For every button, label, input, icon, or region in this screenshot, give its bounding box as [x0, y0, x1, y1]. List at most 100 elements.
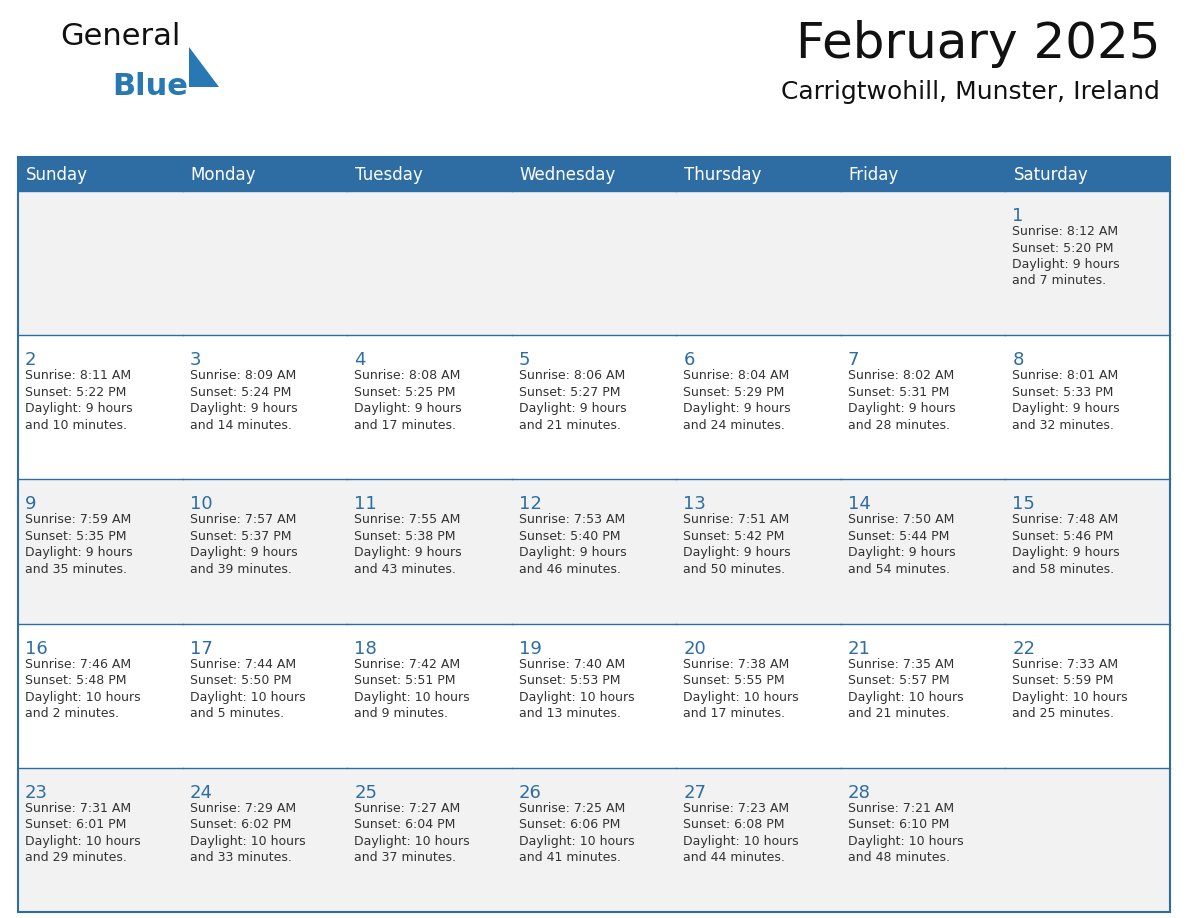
Text: 24: 24	[190, 784, 213, 801]
Text: General: General	[61, 22, 181, 51]
Text: Sunset: 5:27 PM: Sunset: 5:27 PM	[519, 386, 620, 398]
Bar	[183, 479, 347, 623]
Bar	[1005, 767, 1170, 912]
Text: Sunset: 5:40 PM: Sunset: 5:40 PM	[519, 530, 620, 543]
Text: Daylight: 9 hours: Daylight: 9 hours	[683, 402, 791, 415]
Text: Sunrise: 7:35 AM: Sunrise: 7:35 AM	[848, 657, 954, 671]
Text: 12: 12	[519, 496, 542, 513]
Bar	[676, 335, 841, 479]
Text: Sunrise: 7:40 AM: Sunrise: 7:40 AM	[519, 657, 625, 671]
Text: and 50 minutes.: and 50 minutes.	[683, 563, 785, 576]
Text: 6: 6	[683, 352, 695, 369]
Text: 4: 4	[354, 352, 366, 369]
Text: 21: 21	[848, 640, 871, 657]
Text: Sunrise: 7:50 AM: Sunrise: 7:50 AM	[848, 513, 954, 526]
Text: Blue: Blue	[112, 72, 188, 101]
Text: 9: 9	[25, 496, 37, 513]
Text: 18: 18	[354, 640, 377, 657]
Text: 16: 16	[25, 640, 48, 657]
Text: Daylight: 9 hours: Daylight: 9 hours	[519, 546, 626, 559]
Text: Sunset: 5:55 PM: Sunset: 5:55 PM	[683, 674, 785, 687]
Text: Daylight: 10 hours: Daylight: 10 hours	[519, 690, 634, 703]
Text: Sunrise: 7:59 AM: Sunrise: 7:59 AM	[25, 513, 131, 526]
Text: Daylight: 9 hours: Daylight: 9 hours	[1012, 258, 1120, 271]
Text: February 2025: February 2025	[796, 20, 1159, 68]
Bar	[676, 157, 841, 191]
Text: Sunrise: 7:44 AM: Sunrise: 7:44 AM	[190, 657, 296, 671]
Text: Sunset: 6:08 PM: Sunset: 6:08 PM	[683, 818, 785, 832]
Bar	[512, 767, 676, 912]
Bar	[347, 191, 512, 335]
Polygon shape	[189, 47, 219, 87]
Text: and 9 minutes.: and 9 minutes.	[354, 707, 448, 720]
Text: Carrigtwohill, Munster, Ireland: Carrigtwohill, Munster, Ireland	[782, 80, 1159, 104]
Bar	[18, 623, 183, 767]
Text: Daylight: 10 hours: Daylight: 10 hours	[683, 834, 798, 848]
Text: Sunset: 5:53 PM: Sunset: 5:53 PM	[519, 674, 620, 687]
Text: 26: 26	[519, 784, 542, 801]
Text: and 17 minutes.: and 17 minutes.	[683, 707, 785, 720]
Text: 15: 15	[1012, 496, 1035, 513]
Text: Sunset: 5:35 PM: Sunset: 5:35 PM	[25, 530, 126, 543]
Text: Sunrise: 8:04 AM: Sunrise: 8:04 AM	[683, 369, 790, 382]
Text: Sunset: 5:24 PM: Sunset: 5:24 PM	[190, 386, 291, 398]
Text: Daylight: 10 hours: Daylight: 10 hours	[25, 690, 140, 703]
Text: and 41 minutes.: and 41 minutes.	[519, 851, 620, 865]
Text: Sunrise: 7:38 AM: Sunrise: 7:38 AM	[683, 657, 790, 671]
Text: 27: 27	[683, 784, 707, 801]
Text: Daylight: 9 hours: Daylight: 9 hours	[354, 546, 462, 559]
Bar	[676, 191, 841, 335]
Text: Sunrise: 7:27 AM: Sunrise: 7:27 AM	[354, 801, 461, 815]
Text: Sunset: 5:44 PM: Sunset: 5:44 PM	[848, 530, 949, 543]
Bar	[18, 767, 183, 912]
Text: Tuesday: Tuesday	[355, 166, 423, 184]
Text: Daylight: 9 hours: Daylight: 9 hours	[354, 402, 462, 415]
Text: 22: 22	[1012, 640, 1036, 657]
Bar	[841, 191, 1005, 335]
Text: and 14 minutes.: and 14 minutes.	[190, 419, 291, 431]
Bar	[1005, 623, 1170, 767]
Text: and 5 minutes.: and 5 minutes.	[190, 707, 284, 720]
Text: Sunset: 5:37 PM: Sunset: 5:37 PM	[190, 530, 291, 543]
Text: Sunday: Sunday	[26, 166, 88, 184]
Text: and 25 minutes.: and 25 minutes.	[1012, 707, 1114, 720]
Text: Sunrise: 8:12 AM: Sunrise: 8:12 AM	[1012, 225, 1119, 238]
Bar	[1005, 479, 1170, 623]
Text: Sunset: 6:02 PM: Sunset: 6:02 PM	[190, 818, 291, 832]
Text: Daylight: 9 hours: Daylight: 9 hours	[519, 402, 626, 415]
Text: and 2 minutes.: and 2 minutes.	[25, 707, 119, 720]
Text: Sunrise: 8:08 AM: Sunrise: 8:08 AM	[354, 369, 461, 382]
Text: and 32 minutes.: and 32 minutes.	[1012, 419, 1114, 431]
Text: and 28 minutes.: and 28 minutes.	[848, 419, 950, 431]
Bar	[676, 479, 841, 623]
Text: 5: 5	[519, 352, 530, 369]
Text: Daylight: 10 hours: Daylight: 10 hours	[25, 834, 140, 848]
Text: Sunset: 6:04 PM: Sunset: 6:04 PM	[354, 818, 455, 832]
Text: Sunrise: 7:25 AM: Sunrise: 7:25 AM	[519, 801, 625, 815]
Text: 7: 7	[848, 352, 859, 369]
Bar	[676, 623, 841, 767]
Text: Daylight: 10 hours: Daylight: 10 hours	[1012, 690, 1129, 703]
Bar	[183, 157, 347, 191]
Text: 3: 3	[190, 352, 201, 369]
Text: Daylight: 9 hours: Daylight: 9 hours	[190, 402, 297, 415]
Text: Sunset: 6:06 PM: Sunset: 6:06 PM	[519, 818, 620, 832]
Text: Daylight: 9 hours: Daylight: 9 hours	[1012, 402, 1120, 415]
Text: Sunset: 5:25 PM: Sunset: 5:25 PM	[354, 386, 456, 398]
Text: Sunset: 5:38 PM: Sunset: 5:38 PM	[354, 530, 456, 543]
Text: Sunset: 6:10 PM: Sunset: 6:10 PM	[848, 818, 949, 832]
Text: 19: 19	[519, 640, 542, 657]
Bar	[183, 623, 347, 767]
Text: Sunrise: 8:01 AM: Sunrise: 8:01 AM	[1012, 369, 1119, 382]
Text: 13: 13	[683, 496, 706, 513]
Bar	[512, 479, 676, 623]
Text: 25: 25	[354, 784, 377, 801]
Text: Wednesday: Wednesday	[519, 166, 615, 184]
Text: and 48 minutes.: and 48 minutes.	[848, 851, 950, 865]
Bar	[1005, 157, 1170, 191]
Text: Sunset: 5:46 PM: Sunset: 5:46 PM	[1012, 530, 1114, 543]
Text: and 21 minutes.: and 21 minutes.	[519, 419, 620, 431]
Text: Sunrise: 7:42 AM: Sunrise: 7:42 AM	[354, 657, 460, 671]
Text: and 24 minutes.: and 24 minutes.	[683, 419, 785, 431]
Text: Sunrise: 7:46 AM: Sunrise: 7:46 AM	[25, 657, 131, 671]
